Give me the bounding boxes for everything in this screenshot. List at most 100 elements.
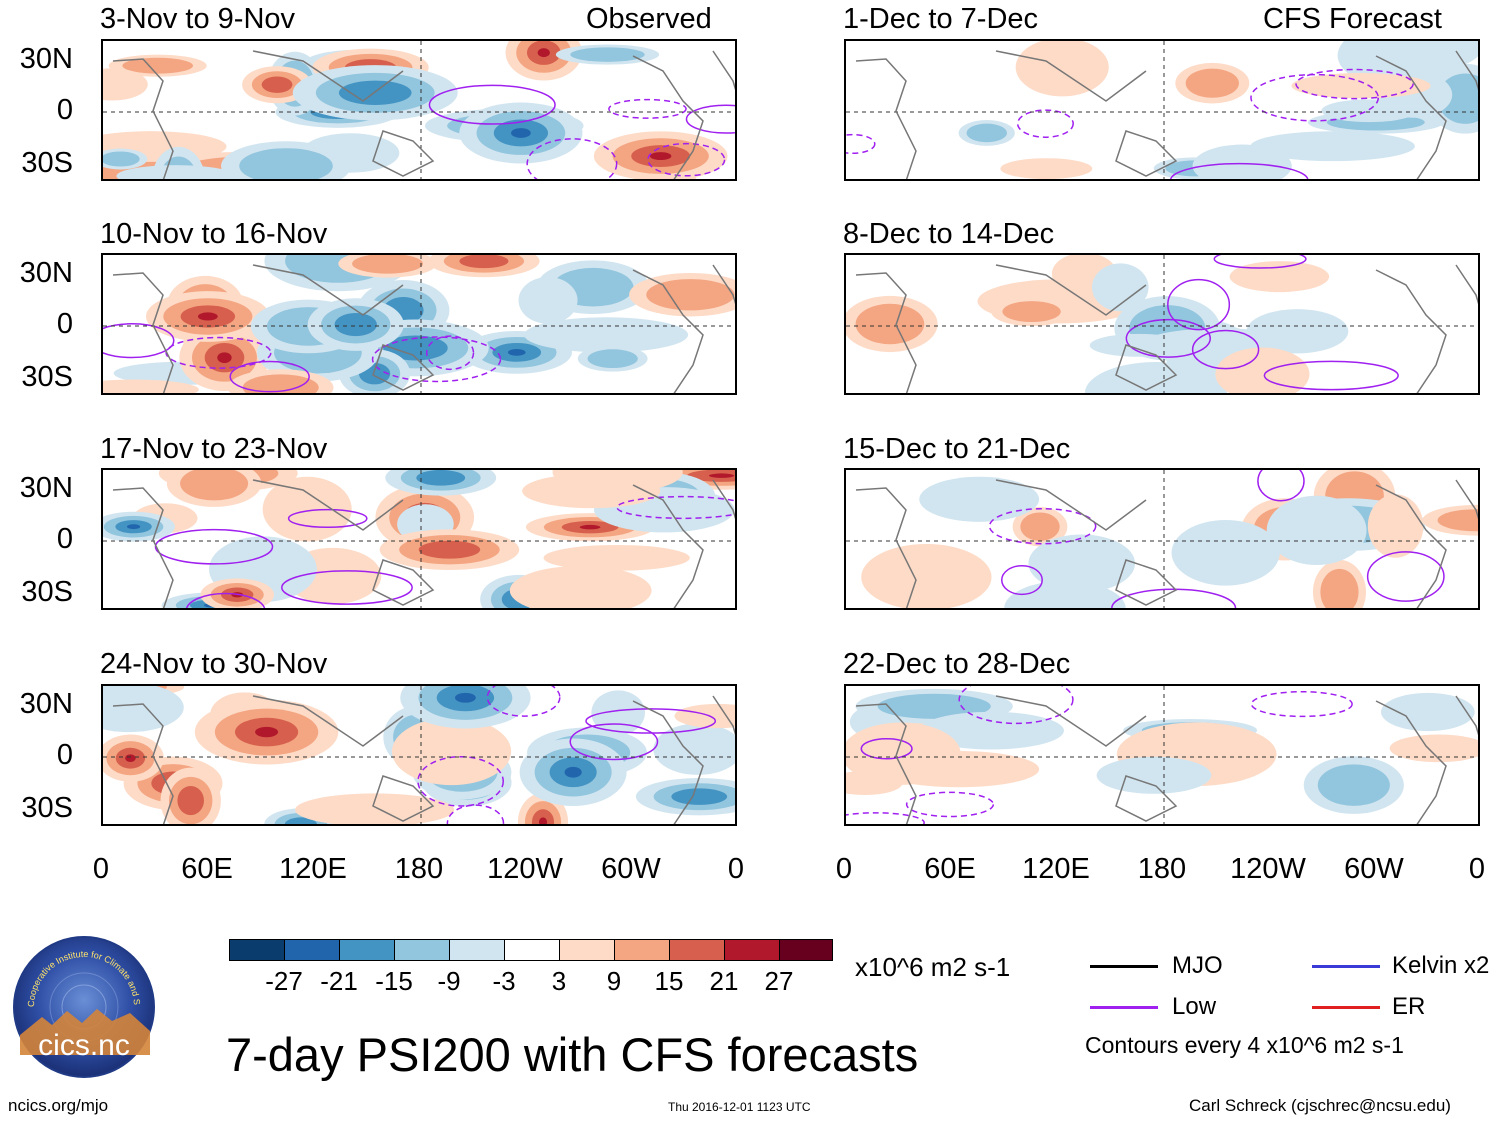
anomaly-blob [1015,41,1109,97]
low-contour [685,104,735,134]
low-contour [1016,109,1074,138]
anomaly-blob [1084,362,1228,393]
anomaly-blob [709,473,735,478]
coastline [1455,50,1478,91]
map-panel-1 [101,39,737,181]
coastline [1455,479,1478,520]
coastline [632,55,704,179]
low-contour [1167,278,1231,331]
x-tick-label: 60E [924,853,976,885]
low-contour [1111,588,1237,608]
coastline [712,264,735,305]
anomaly-blobs [861,470,1478,608]
coastline [632,700,704,824]
anomaly-blob [1229,261,1330,293]
anomaly-blob [255,726,279,738]
anomaly-blob [570,47,645,62]
coastline [712,479,735,520]
map-panel-8 [844,684,1480,826]
anomaly-blob [1437,509,1478,532]
low-contour [1125,318,1211,358]
coastline [1455,264,1478,305]
colorbar-cell [229,939,285,961]
low-contour [1250,73,1380,122]
legend-line-low [1090,1006,1158,1009]
coastline [252,264,404,316]
anomaly-blob [116,165,236,179]
y-tick-label: 30N [19,257,73,289]
anomaly-blob [855,303,925,345]
colorbar-cell [614,939,670,961]
anomaly-blob [1402,41,1478,69]
anomaly-blob [646,279,735,311]
low-contour [1170,162,1309,179]
x-tick-label: 60E [181,853,233,885]
coastline [1455,695,1478,736]
colorbar-cell [339,939,395,961]
coastline [112,272,174,393]
map-panel-7 [844,468,1480,610]
colorbar-cell [669,939,725,961]
coastline [112,58,174,179]
low-contour [103,323,175,359]
map-field [846,686,1478,824]
y-tick-label: 30S [21,361,73,393]
colorbar-cell [449,939,505,961]
coastline [632,484,704,608]
x-tick-label: 60W [601,853,661,885]
anomaly-blob [1171,519,1280,586]
x-tick-label: 0 [92,853,110,885]
anomaly-blob [103,151,140,167]
colorbar-label: -15 [375,966,413,996]
coastline [712,50,735,91]
coastline [252,50,404,102]
low-contour [446,804,505,824]
coastline [372,775,435,822]
anomaly-blob [1317,764,1390,806]
coastline [995,264,1147,316]
anomaly-blob [1028,534,1136,593]
coastline [252,479,404,531]
anomaly-blob [122,57,193,74]
low-contour [1263,360,1399,391]
coastline [372,130,435,177]
low-contour [287,508,368,529]
coastline [855,703,917,824]
low-contour [1213,255,1307,269]
coastline [712,695,735,736]
anomaly-blob [126,524,141,530]
anomaly-blobs [846,688,1478,814]
coastline [1115,130,1178,177]
x-tick-label: 120E [1022,853,1090,885]
contour-note: Contours every 4 x10^6 m2 s-1 [1085,1032,1404,1058]
y-tick-label: 30N [19,472,73,504]
anomaly-blob [564,766,582,778]
colorbar-label: -3 [492,966,516,996]
anomaly-blob [416,470,466,486]
low-contour [526,138,618,179]
anomaly-blob [531,809,555,824]
coastline [1375,700,1447,824]
chart-title: 7-day PSI200 with CFS forecasts [226,1028,919,1081]
y-tick-label: 0 [56,308,73,340]
anomaly-blobs [103,686,735,824]
x-tick-label: 120W [1230,853,1306,885]
coastline [855,487,917,608]
anomaly-blob [1215,347,1310,393]
map-panel-3 [101,468,737,610]
anomaly-blob [518,276,578,324]
panel-title-7: 15-Dec to 21-Dec [843,433,1071,465]
low-contour [1000,564,1043,596]
cics-logo: Cooperative Institute for Climate and Sa… [9,927,157,1080]
anomaly-blob [295,793,455,824]
panel-title-6: 8-Dec to 14-Dec [843,218,1055,250]
colorbar-cell [559,939,615,961]
footer-url[interactable]: ncics.org/mjo [8,1096,109,1115]
low-contour [905,791,995,818]
low-contour [616,495,735,520]
panel-title-2: 10-Nov to 16-Nov [100,218,328,250]
legend-label-er: ER [1392,993,1426,1020]
anomaly-blob [1246,309,1349,354]
anomaly-blob [180,470,249,501]
anomaly-blob [507,348,526,356]
